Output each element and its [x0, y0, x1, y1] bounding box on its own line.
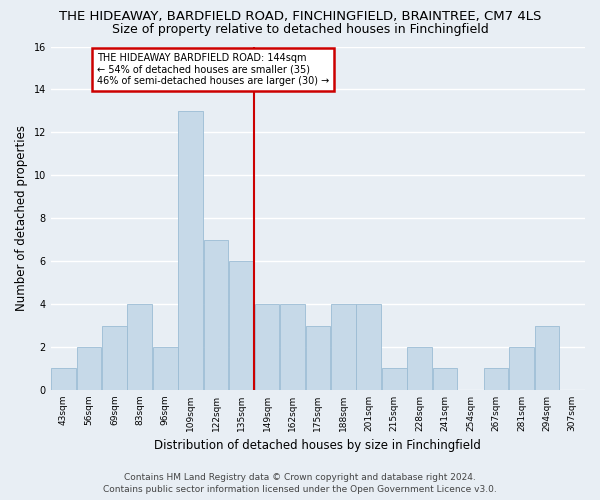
Y-axis label: Number of detached properties: Number of detached properties	[15, 125, 28, 311]
Text: Contains HM Land Registry data © Crown copyright and database right 2024.
Contai: Contains HM Land Registry data © Crown c…	[103, 472, 497, 494]
Text: THE HIDEAWAY BARDFIELD ROAD: 144sqm
← 54% of detached houses are smaller (35)
46: THE HIDEAWAY BARDFIELD ROAD: 144sqm ← 54…	[97, 53, 329, 86]
Text: THE HIDEAWAY, BARDFIELD ROAD, FINCHINGFIELD, BRAINTREE, CM7 4LS: THE HIDEAWAY, BARDFIELD ROAD, FINCHINGFI…	[59, 10, 541, 23]
Bar	[102, 326, 127, 390]
Bar	[127, 304, 152, 390]
Bar	[178, 111, 203, 390]
Bar	[77, 347, 101, 390]
Bar	[509, 347, 534, 390]
Bar	[407, 347, 432, 390]
Bar	[433, 368, 457, 390]
Bar	[153, 347, 178, 390]
Bar	[254, 304, 280, 390]
Bar	[204, 240, 229, 390]
Bar	[484, 368, 508, 390]
Bar	[51, 368, 76, 390]
X-axis label: Distribution of detached houses by size in Finchingfield: Distribution of detached houses by size …	[154, 440, 481, 452]
Bar	[305, 326, 330, 390]
Bar	[535, 326, 559, 390]
Bar	[331, 304, 356, 390]
Text: Size of property relative to detached houses in Finchingfield: Size of property relative to detached ho…	[112, 22, 488, 36]
Bar	[356, 304, 381, 390]
Bar	[382, 368, 407, 390]
Bar	[229, 261, 254, 390]
Bar	[280, 304, 305, 390]
